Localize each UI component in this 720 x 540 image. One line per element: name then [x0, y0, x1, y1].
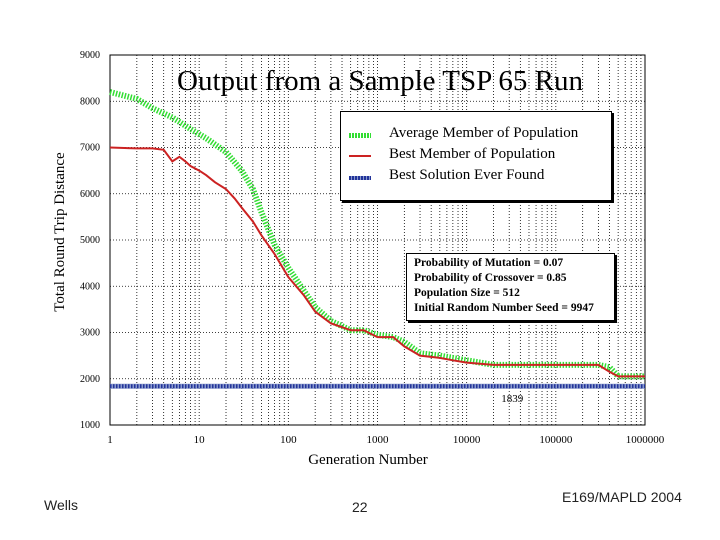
legend-swatch-best-member — [349, 155, 371, 157]
y-tick-label: 8000 — [80, 96, 100, 107]
y-tick-labels: 1000 2000 3000 4000 5000 6000 7000 8000 9000 — [80, 50, 100, 431]
series-best-member — [109, 146, 645, 378]
y-tick-label: 3000 — [80, 328, 100, 339]
footer-event: E169/MAPLD 2004 — [562, 489, 682, 505]
x-tick-label: 1 — [107, 434, 113, 446]
best-ever-annotation: 1839 — [501, 393, 523, 405]
y-tick-label: 4000 — [80, 281, 100, 292]
y-tick-label: 6000 — [80, 189, 100, 200]
x-tick-label: 10 — [194, 434, 206, 446]
y-tick-label: 2000 — [80, 374, 100, 385]
param-population: Population Size = 512 — [414, 287, 520, 299]
footer-page-number: 22 — [352, 499, 368, 515]
legend-swatch-best-ever — [349, 176, 371, 180]
y-tick-label: 5000 — [80, 235, 100, 246]
y-tick-label: 1000 — [80, 420, 100, 431]
x-tick-label: 10000 — [453, 434, 481, 446]
y-tick-label: 9000 — [80, 50, 100, 61]
x-tick-label: 100000 — [539, 434, 573, 446]
footer-author: Wells — [44, 497, 78, 513]
run-parameters-box: Probability of Mutation = 0.07 Probabili… — [406, 253, 615, 321]
x-tick-label: 100 — [280, 434, 297, 446]
x-axis-label: Generation Number — [308, 452, 428, 468]
y-axis-label: Total Round Trip Distance — [52, 152, 68, 312]
legend-label-best-member: Best Member of Population — [389, 146, 556, 162]
legend-label-average: Average Member of Population — [389, 125, 579, 141]
legend-swatch-average — [349, 133, 371, 138]
legend: Average Member of Population Best Member… — [340, 111, 612, 201]
legend-label-best-ever: Best Solution Ever Found — [389, 167, 545, 183]
chart-title: Output from a Sample TSP 65 Run — [177, 65, 584, 97]
y-tick-label: 7000 — [80, 143, 100, 154]
param-crossover: Probability of Crossover = 0.85 — [414, 272, 567, 284]
x-tick-label: 1000 — [367, 434, 390, 446]
series-layer — [109, 89, 645, 389]
plot-frame — [109, 54, 646, 426]
x-tick-label: 1000000 — [626, 434, 665, 446]
param-mutation: Probability of Mutation = 0.07 — [414, 257, 564, 269]
x-tick-labels: 1 10 100 1000 10000 100000 1000000 — [107, 434, 665, 446]
param-seed: Initial Random Number Seed = 9947 — [414, 302, 594, 314]
